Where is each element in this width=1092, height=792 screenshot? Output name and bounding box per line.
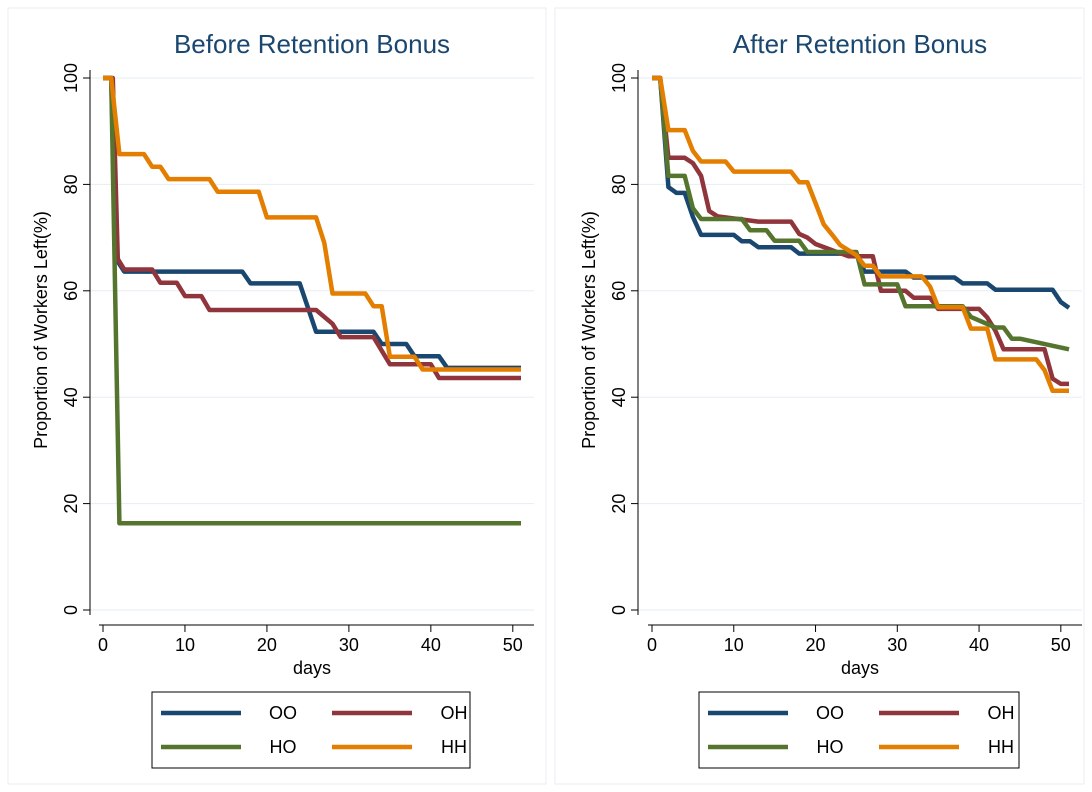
y-tick-label: 0 [609, 605, 629, 615]
x-tick-label: 30 [887, 635, 907, 655]
y-tick-label: 80 [61, 174, 81, 194]
x-tick-label: 0 [647, 635, 657, 655]
y-tick-label: 60 [61, 281, 81, 301]
y-tick-label: 100 [61, 63, 81, 93]
chart-panel-before: Before Retention Bonus 0 20 40 60 80 100 0 10 20… [7, 7, 547, 785]
legend: OO OH HO HH [151, 691, 471, 769]
y-axis-title: Proportion of Workers Left(%) [31, 211, 51, 449]
x-tick-label: 20 [806, 635, 826, 655]
series-line-oh [652, 75, 1069, 387]
y-tick-label: 40 [61, 387, 81, 407]
x-tick-label: 0 [98, 635, 108, 655]
legend: OO OH HO HH [698, 691, 1020, 769]
x-axis-title: days [841, 658, 879, 678]
legend-label-oo: OO [269, 703, 297, 723]
y-tick-label: 20 [609, 494, 629, 514]
x-tick-label: 50 [503, 635, 523, 655]
chart-panel-after: After Retention Bonus 0 20 40 60 80 100 0 10 20 3… [554, 7, 1085, 785]
series-line-hh [652, 75, 1069, 394]
y-tick-label: 0 [61, 605, 81, 615]
x-tick-label: 10 [175, 635, 195, 655]
panel-background [554, 7, 1085, 785]
plot-area: 0 20 40 60 80 100 0 10 20 30 40 50 [609, 63, 1082, 655]
x-tick-label: 30 [339, 635, 359, 655]
legend-label-oh: OH [988, 703, 1015, 723]
x-tick-label: 20 [257, 635, 277, 655]
series-line-oh [103, 75, 521, 381]
x-axis-title: days [293, 658, 331, 678]
y-tick-label: 100 [609, 63, 629, 93]
legend-label-hh: HH [988, 737, 1014, 757]
x-tick-label: 50 [1051, 635, 1071, 655]
legend-box [151, 691, 471, 769]
y-axis-title: Proportion of Workers Left(%) [579, 211, 599, 449]
x-tick-label: 40 [969, 635, 989, 655]
x-tick-label: 40 [421, 635, 441, 655]
legend-label-oo: OO [816, 703, 844, 723]
chart-title: After Retention Bonus [733, 29, 987, 59]
chart-title: Before Retention Bonus [174, 29, 450, 59]
legend-label-ho: HO [817, 737, 844, 757]
legend-label-ho: HO [270, 737, 297, 757]
x-tick-label: 10 [724, 635, 744, 655]
plot-area: 0 20 40 60 80 100 0 10 20 30 40 50 [61, 63, 534, 655]
panel-background [7, 7, 547, 785]
y-tick-label: 40 [609, 387, 629, 407]
legend-label-oh: OH [441, 703, 468, 723]
series-line-hh [103, 75, 521, 372]
legend-label-hh: HH [441, 737, 467, 757]
y-tick-label: 60 [609, 281, 629, 301]
legend-box [698, 691, 1020, 769]
series-line-ho [652, 75, 1070, 352]
y-tick-label: 20 [61, 494, 81, 514]
y-tick-label: 80 [609, 174, 629, 194]
